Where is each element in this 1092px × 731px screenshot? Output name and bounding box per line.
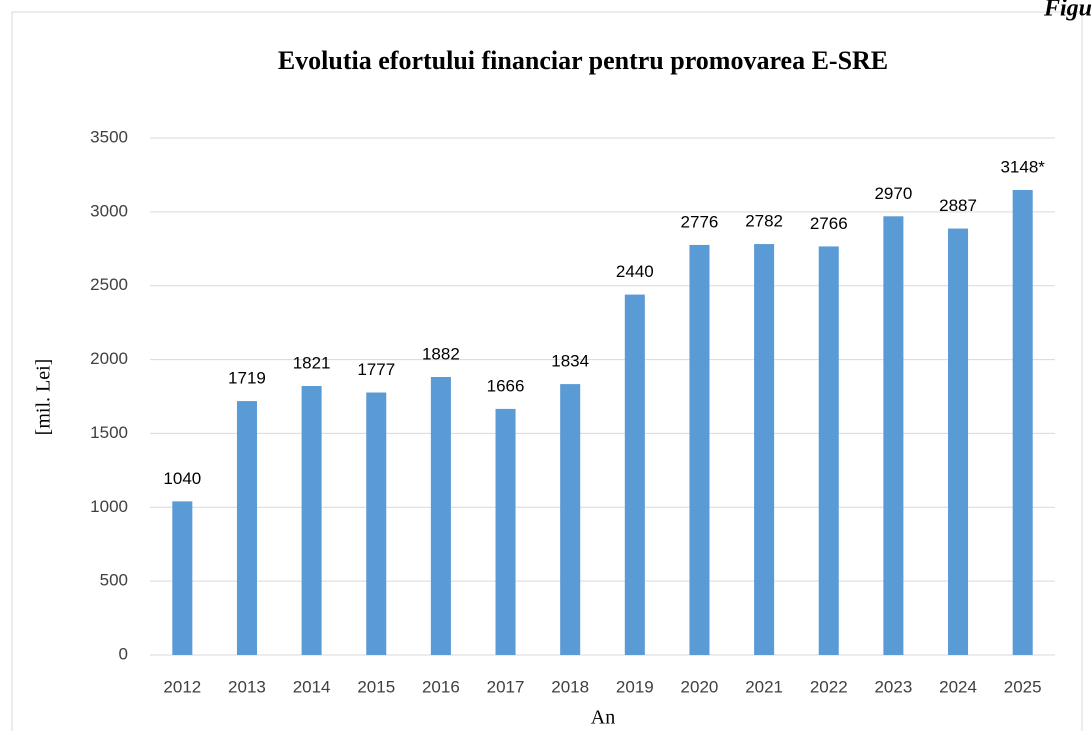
bar <box>948 228 969 655</box>
chart-border <box>11 11 1083 731</box>
x-tick-label: 2023 <box>874 677 912 696</box>
y-tick-label: 2000 <box>90 349 128 368</box>
x-tick-label: 2021 <box>745 677 783 696</box>
x-tick-label: 2014 <box>293 677 331 696</box>
data-label: 2887 <box>939 196 977 215</box>
bar <box>818 246 839 655</box>
x-tick-label: 2024 <box>939 677 977 696</box>
corner-annotation: Figu <box>1043 0 1092 22</box>
data-label: 2440 <box>616 262 654 281</box>
bar <box>560 384 581 655</box>
data-label: 2766 <box>810 214 848 233</box>
data-label: 1666 <box>487 376 525 395</box>
y-tick-label: 500 <box>100 571 128 590</box>
y-tick-label: 1500 <box>90 423 128 442</box>
bar <box>301 386 322 655</box>
bar <box>1012 189 1033 655</box>
x-axis-label: An <box>591 707 615 729</box>
bar <box>883 216 904 655</box>
bar <box>172 501 193 655</box>
data-label: 1719 <box>228 369 266 388</box>
bar <box>754 244 775 656</box>
x-tick-label: 2013 <box>228 677 266 696</box>
x-tick-label: 2022 <box>810 677 848 696</box>
bar <box>430 377 451 655</box>
data-label: 1040 <box>163 469 201 488</box>
y-tick-label: 1000 <box>90 497 128 516</box>
data-label: 2970 <box>874 184 912 203</box>
chart-title: Evolutia efortului financiar pentru prom… <box>278 46 888 75</box>
data-label: 1882 <box>422 344 460 363</box>
x-tick-label: 2019 <box>616 677 654 696</box>
bar <box>624 294 645 655</box>
x-tick-label: 2017 <box>487 677 525 696</box>
y-tick-label: 2500 <box>90 275 128 294</box>
x-tick-label: 2018 <box>551 677 589 696</box>
data-label: 1834 <box>551 352 589 371</box>
data-label: 1821 <box>293 353 331 372</box>
x-tick-label: 2025 <box>1004 677 1042 696</box>
bar <box>495 408 516 655</box>
data-label: 1777 <box>357 360 395 379</box>
data-label: 2776 <box>681 212 719 231</box>
y-tick-label: 0 <box>119 644 128 663</box>
bar <box>236 401 257 655</box>
x-tick-label: 2012 <box>163 677 201 696</box>
y-tick-label: 3500 <box>90 127 128 146</box>
bar <box>366 392 387 655</box>
data-label: 2782 <box>745 212 783 231</box>
bar <box>689 244 710 656</box>
x-tick-label: 2020 <box>681 677 719 696</box>
y-axis-label: [mil. Lei] <box>33 359 55 436</box>
x-tick-label: 2015 <box>357 677 395 696</box>
y-tick-label: 3000 <box>90 201 128 220</box>
x-tick-label: 2016 <box>422 677 460 696</box>
data-label: 3148* <box>1000 157 1045 176</box>
